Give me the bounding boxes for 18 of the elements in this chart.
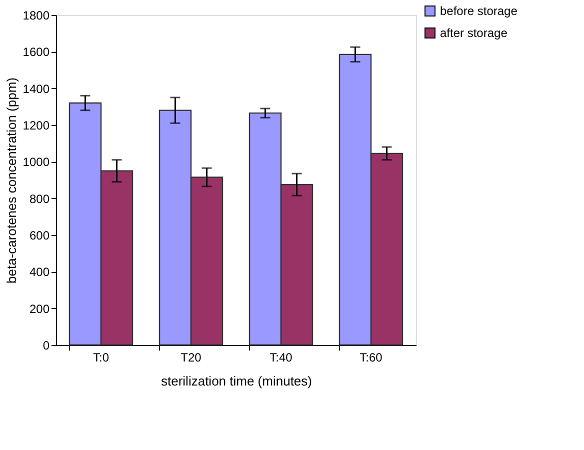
y-tick-label: 1000 (22, 155, 50, 170)
legend-label: before storage (440, 4, 518, 18)
y-tick-label: 1200 (22, 118, 50, 132)
x-axis-title: sterilization time (minutes) (161, 374, 312, 388)
y-tick-label: 1800 (22, 8, 50, 22)
y-tick-label: 1400 (22, 82, 50, 96)
y-tick-label: 0 (42, 338, 50, 352)
y-axis-title: beta-carotenes concentration (ppm) (4, 78, 19, 284)
legend-label: after storage (440, 26, 508, 40)
y-tick-label: 600 (29, 228, 50, 242)
x-tick-label: T:40 (270, 350, 293, 364)
y-tick-label: 1600 (22, 45, 50, 60)
x-tick-label: T:0 (92, 350, 110, 364)
x-tick-label: T:60 (360, 350, 383, 364)
y-tick-label: 400 (29, 265, 50, 280)
y-tick-label: 200 (29, 302, 50, 316)
y-tick-label: 800 (29, 192, 50, 206)
x-tick-label: T20 (180, 350, 202, 364)
